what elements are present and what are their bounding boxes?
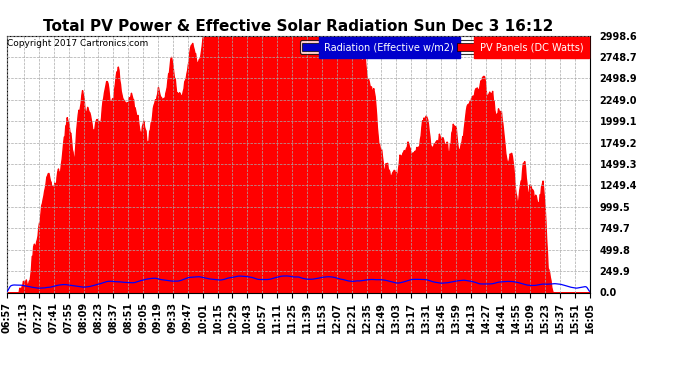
Text: Copyright 2017 Cartronics.com: Copyright 2017 Cartronics.com	[8, 39, 149, 48]
Legend: Radiation (Effective w/m2), PV Panels (DC Watts): Radiation (Effective w/m2), PV Panels (D…	[300, 40, 585, 54]
Title: Total PV Power & Effective Solar Radiation Sun Dec 3 16:12: Total PV Power & Effective Solar Radiati…	[43, 20, 553, 34]
